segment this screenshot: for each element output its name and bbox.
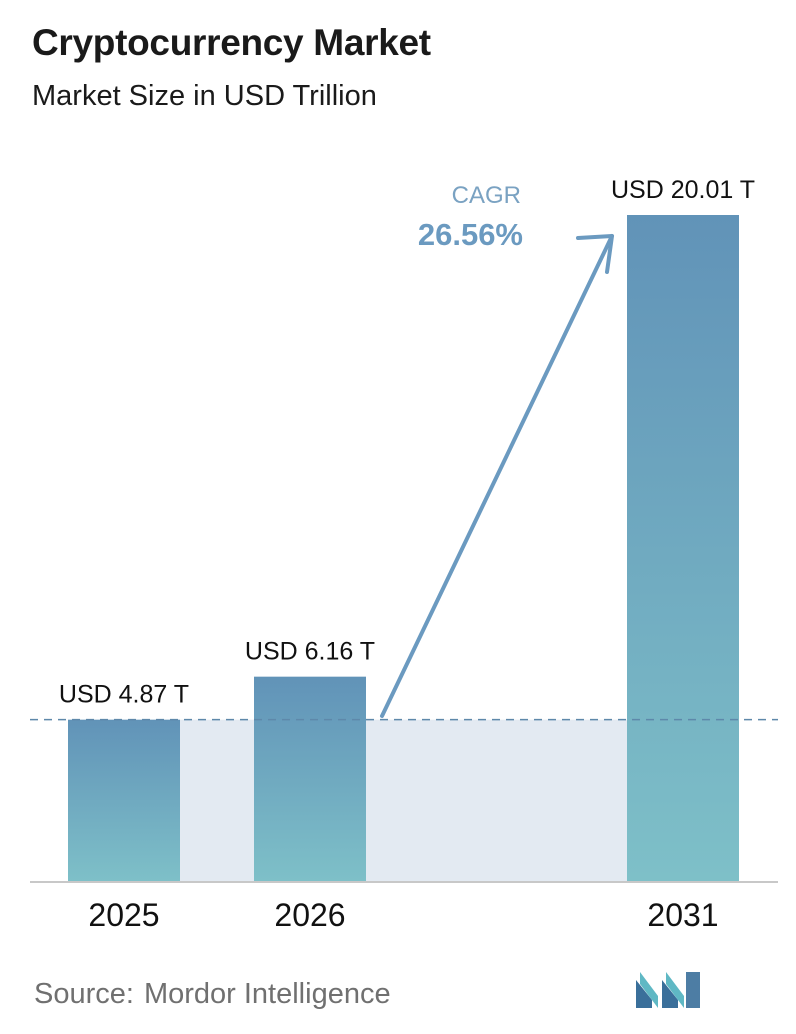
x-tick-label-2026: 2026 [274,897,345,933]
bar-chart: USD 4.87 T USD 6.16 T USD 20.01 T 2025 2026… [30,176,778,933]
data-label-2031: USD 20.01 T [611,176,755,204]
cagr-value: 26.56% [418,217,523,252]
x-tick-label-2025: 2025 [88,897,159,933]
bar-2025 [68,719,180,882]
chart-subtitle: Market Size in USD Trillion [32,80,377,112]
x-tick-label-2031: 2031 [647,897,718,933]
chart-title: Cryptocurrency Market [32,22,431,63]
bar-2026 [254,676,366,882]
data-label-2025: USD 4.87 T [59,681,189,709]
cagr-label: CAGR [452,182,521,209]
cagr-arrow-shaft [380,234,614,718]
band-between-bars [180,719,254,882]
band-between-bars [366,719,627,882]
cagr-arrow-icon [576,234,614,274]
source-name: Mordor Intelligence [143,978,391,1010]
bar-2031 [627,215,739,882]
source-note: Source: Mordor Intelligence [34,978,391,1011]
mordor-intelligence-logo-icon [636,972,700,1008]
source-label: Source: [34,978,134,1010]
data-label-2026: USD 6.16 T [245,638,375,666]
